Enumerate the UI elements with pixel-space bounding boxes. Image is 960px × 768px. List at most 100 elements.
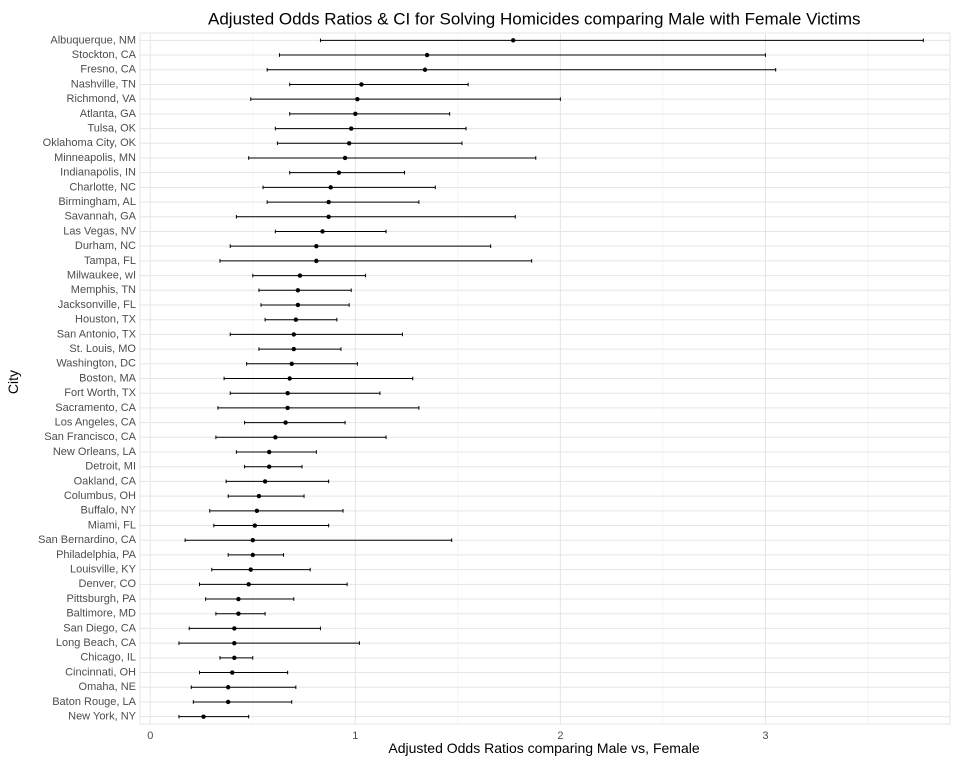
odds-ratio-point — [225, 699, 231, 705]
odds-ratio-point — [342, 155, 348, 161]
city-label: Stockton, CA — [72, 49, 137, 61]
odds-ratio-point — [293, 317, 299, 322]
y-axis-title: City — [5, 370, 21, 394]
city-label: Milwaukee, wI — [67, 269, 136, 281]
city-label: Houston, TX — [75, 314, 137, 326]
x-tick-label: 3 — [762, 730, 768, 742]
city-label: Baton Rouge, LA — [52, 696, 136, 708]
city-label: Birmingham, AL — [58, 196, 136, 208]
city-label: Columbus, OH — [64, 490, 136, 502]
city-label: Savannah, GA — [64, 211, 136, 223]
odds-ratio-point — [424, 52, 430, 58]
odds-ratio-point — [236, 611, 241, 616]
odds-ratio-point — [262, 479, 268, 484]
odds-ratio-point — [232, 640, 237, 646]
city-label: Pittsburgh, PA — [67, 593, 137, 605]
city-label: Louisville, KY — [70, 564, 137, 576]
odds-ratio-point — [295, 288, 301, 293]
odds-ratio-point — [297, 273, 303, 278]
x-tick-labels: 0 1 2 3 — [147, 730, 768, 742]
odds-ratio-point — [422, 67, 428, 72]
odds-ratio-point — [289, 361, 294, 366]
odds-ratio-point — [326, 214, 331, 219]
city-label: Baltimore, MD — [66, 608, 136, 620]
city-label: Oklahoma City, OK — [43, 137, 137, 149]
city-label: Denver, CO — [79, 578, 137, 590]
odds-ratio-point — [355, 96, 360, 102]
city-label: Las Vegas, NV — [63, 225, 136, 237]
city-label: Omaha, NE — [79, 681, 136, 693]
city-label: Fresno, CA — [80, 64, 136, 76]
odds-ratio-point — [273, 435, 278, 440]
odds-ratio-point — [283, 420, 288, 425]
city-label: Fort Worth, TX — [64, 387, 136, 399]
odds-ratio-point — [266, 449, 272, 455]
city-label: St. Louis, MO — [69, 343, 136, 355]
data-marks — [178, 38, 924, 719]
y-tick-labels: Albuquerque, NM Stockton, CA Fresno, CA Nas… — [38, 34, 137, 722]
city-label: San Francisco, CA — [44, 431, 136, 443]
odds-ratio-point — [232, 626, 237, 631]
odds-ratio-point — [248, 567, 253, 572]
city-label: Washington, DC — [56, 358, 136, 370]
odds-ratio-point — [346, 141, 352, 146]
odds-ratio-point — [254, 508, 260, 514]
odds-ratio-point — [291, 346, 296, 352]
odds-ratio-point — [314, 243, 319, 249]
odds-ratio-point — [225, 685, 231, 690]
city-label: Miami, FL — [88, 519, 136, 531]
city-label: Philadelphia, PA — [56, 549, 137, 561]
city-label: Tampa, FL — [84, 255, 136, 267]
city-label: Memphis, TN — [71, 284, 136, 296]
chart-title: Adjusted Odds Ratios & CI for Solving Ho… — [208, 9, 861, 28]
city-label: Chicago, IL — [80, 652, 136, 664]
odds-ratio-point — [236, 596, 241, 602]
city-label: Nashville, TN — [71, 78, 136, 90]
city-label: Jacksonville, FL — [58, 299, 136, 311]
city-label: San Bernardino, CA — [38, 534, 136, 546]
city-label: Buffalo, NY — [81, 505, 137, 517]
odds-ratio-point — [511, 38, 516, 43]
odds-ratio-point — [320, 229, 325, 234]
odds-ratio-point — [353, 111, 358, 117]
odds-ratio-point — [336, 170, 342, 175]
city-label: San Diego, CA — [63, 622, 136, 634]
odds-ratio-point — [256, 493, 262, 499]
odds-ratio-point — [285, 391, 290, 396]
city-label: New York, NY — [68, 711, 137, 723]
x-tick-label: 0 — [147, 730, 153, 742]
city-label: Los Angeles, CA — [55, 417, 137, 429]
city-label: Oakland, CA — [74, 475, 137, 487]
city-label: Durham, NC — [75, 240, 136, 252]
city-label: Indianapolis, IN — [60, 167, 136, 179]
panel-border — [139, 32, 951, 725]
city-label: San Antonio, TX — [57, 328, 137, 340]
city-label: Atlanta, GA — [80, 108, 137, 120]
odds-ratio-point — [314, 258, 319, 264]
city-label: Cincinnati, OH — [65, 666, 136, 678]
city-label: Minneapolis, MN — [54, 152, 136, 164]
odds-ratio-point — [232, 655, 237, 661]
city-label: Sacramento, CA — [55, 402, 136, 414]
odds-ratio-point — [250, 538, 255, 543]
odds-ratio-point — [291, 332, 296, 337]
odds-ratio-point — [359, 82, 364, 87]
city-label: Boston, MA — [79, 372, 137, 384]
city-label: Tulsa, OK — [88, 122, 137, 134]
city-label: Detroit, MI — [85, 461, 136, 473]
odds-ratio-point — [201, 714, 206, 719]
odds-ratio-point — [287, 376, 292, 381]
odds-ratio-point — [252, 523, 258, 528]
odds-ratio-point — [266, 464, 272, 469]
x-axis-title: Adjusted Odds Ratios comparing Male vs, … — [388, 740, 699, 756]
x-tick-label: 1 — [352, 730, 358, 742]
city-label: New Orleans, LA — [53, 446, 137, 458]
odds-ratio-point — [285, 405, 290, 411]
city-label: Long Beach, CA — [56, 637, 137, 649]
odds-ratio-point — [328, 185, 333, 190]
city-label: Richmond, VA — [67, 93, 137, 105]
odds-ratio-point — [250, 552, 255, 558]
x-tick-label: 2 — [557, 730, 563, 742]
odds-ratio-point — [230, 670, 235, 675]
